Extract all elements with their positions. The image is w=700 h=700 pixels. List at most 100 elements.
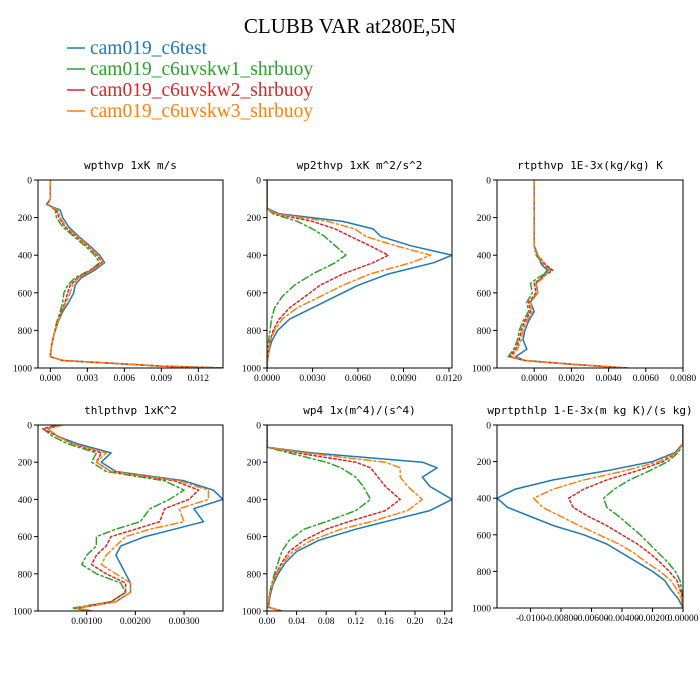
series-group — [507, 180, 628, 368]
y-tick-label: 600 — [477, 289, 492, 299]
panel-title: wprtpthlp 1-E-3x(m kg K)/(s kg) — [487, 404, 692, 417]
x-tick-label: 0.24 — [436, 617, 453, 627]
x-tick-label: -0.00800 — [544, 614, 578, 624]
y-tick-label: 1000 — [13, 365, 32, 375]
y-tick-label: 600 — [18, 289, 33, 299]
x-tick-label: 0.0020 — [558, 374, 584, 384]
x-tick-label: 0.08 — [318, 617, 335, 627]
x-tick-label: 0.003 — [77, 374, 99, 384]
x-tick-label: 0.0120 — [436, 374, 462, 384]
y-tick-label: 600 — [18, 533, 33, 543]
y-tick-label: 0 — [27, 177, 32, 187]
y-tick-label: 200 — [18, 214, 33, 224]
series-line — [42, 425, 185, 611]
y-tick-label: 800 — [247, 327, 262, 337]
y-tick-label: 400 — [477, 495, 492, 505]
x-tick-label: 0.12 — [347, 617, 364, 627]
series-line — [532, 425, 683, 608]
y-tick-label: 600 — [247, 533, 262, 543]
y-tick-label: 600 — [477, 531, 492, 541]
legend-label: cam019_c6uvskw3_shrbuoy — [90, 101, 313, 122]
x-tick-label: 0.009 — [151, 374, 173, 384]
series-line — [602, 425, 683, 608]
y-tick-label: 1000 — [472, 365, 491, 375]
x-tick-label: 0.00200 — [120, 617, 151, 627]
x-tick-label: 0.006 — [114, 374, 136, 384]
series-group — [267, 425, 452, 611]
x-tick-label: 0.0040 — [596, 374, 622, 384]
series-line — [45, 180, 223, 368]
legend-entry: cam019_c6test — [67, 38, 208, 59]
x-tick-label: 0.0030 — [299, 374, 325, 384]
series-line — [507, 180, 628, 368]
legend-entry: cam019_c6uvskw1_shrbuoy — [67, 59, 313, 80]
series-line — [47, 180, 223, 368]
x-tick-label: 0.0000 — [254, 374, 280, 384]
y-tick-label: 0 — [486, 422, 491, 432]
panel-frame — [266, 424, 453, 612]
chart-panel: wpthvp 1xK m/s 0 200 400 600 800 1000 0.000 0.00… — [13, 159, 224, 384]
y-tick-label: 200 — [247, 214, 262, 224]
legend-label: cam019_c6test — [90, 38, 208, 59]
x-tick-label: 0.012 — [188, 374, 210, 384]
chart-panel: rtpthvp 1E-3x(kg/kg) K 0 200 400 600 800 1000 0… — [472, 159, 696, 384]
y-tick-label: 0 — [256, 422, 261, 432]
panel-frame — [496, 424, 684, 609]
series-line — [267, 425, 424, 611]
x-tick-label: 0.0080 — [670, 374, 696, 384]
y-tick-label: 800 — [18, 327, 33, 337]
y-tick-label: 800 — [247, 570, 262, 580]
x-tick-label: 0.0060 — [345, 374, 371, 384]
x-tick-label: 0.16 — [377, 617, 394, 627]
series-line — [46, 425, 210, 611]
x-tick-label: 0.20 — [407, 617, 424, 627]
figure-title: CLUBB VAR at280E,5N — [244, 14, 456, 38]
x-tick-label: -0.00200 — [635, 614, 669, 624]
x-tick-label: -0.00400 — [605, 614, 639, 624]
series-line — [42, 425, 200, 611]
series-group — [497, 425, 683, 608]
x-tick-label: 0.0090 — [390, 374, 416, 384]
panel-frame — [496, 179, 684, 369]
legend-label: cam019_c6uvskw2_shrbuoy — [90, 80, 313, 101]
panel-title: thlpthvp 1xK^2 — [84, 404, 177, 417]
x-tick-label: 0.0060 — [633, 374, 659, 384]
panel-title: wpthvp 1xK m/s — [84, 159, 177, 172]
legend-entry: cam019_c6uvskw3_shrbuoy — [67, 101, 313, 122]
series-line — [509, 180, 628, 368]
chart-panel: thlpthvp 1xK^2 0 200 400 600 800 1000 0.00100 0.… — [13, 404, 224, 627]
legend: cam019_c6testcam019_c6uvskw1_shrbuoycam0… — [67, 38, 313, 122]
x-tick-label: 0.04 — [288, 617, 305, 627]
y-tick-label: 1000 — [472, 605, 491, 615]
x-tick-label: 0.00300 — [169, 617, 200, 627]
y-tick-label: 200 — [477, 458, 492, 468]
y-tick-label: 800 — [477, 568, 492, 578]
x-tick-label: -0.0100 — [516, 614, 546, 624]
x-tick-label: 0.0000 — [521, 374, 547, 384]
series-line — [497, 425, 683, 608]
panel-grid: wpthvp 1xK m/s 0 200 400 600 800 1000 0.000 0.00… — [13, 159, 699, 627]
y-tick-label: 800 — [477, 327, 492, 337]
y-tick-label: 200 — [247, 459, 262, 469]
legend-label: cam019_c6uvskw1_shrbuoy — [90, 59, 313, 80]
x-tick-label: 0.000 — [40, 374, 62, 384]
y-tick-label: 0 — [256, 177, 261, 187]
series-line — [47, 180, 223, 368]
series-line — [514, 180, 628, 368]
x-tick-label: 0.00000 — [668, 614, 699, 624]
panel-frame — [266, 179, 453, 369]
y-tick-label: 200 — [18, 459, 33, 469]
x-tick-label: -0.00600 — [575, 614, 609, 624]
y-tick-label: 400 — [247, 252, 262, 262]
y-tick-label: 1000 — [242, 608, 261, 618]
panel-frame — [37, 179, 224, 369]
y-tick-label: 200 — [477, 214, 492, 224]
series-line — [267, 425, 401, 611]
series-group — [267, 180, 452, 368]
panel-frame — [37, 424, 224, 612]
series-line — [47, 180, 223, 368]
y-tick-label: 0 — [486, 177, 491, 187]
y-tick-label: 1000 — [242, 365, 261, 375]
